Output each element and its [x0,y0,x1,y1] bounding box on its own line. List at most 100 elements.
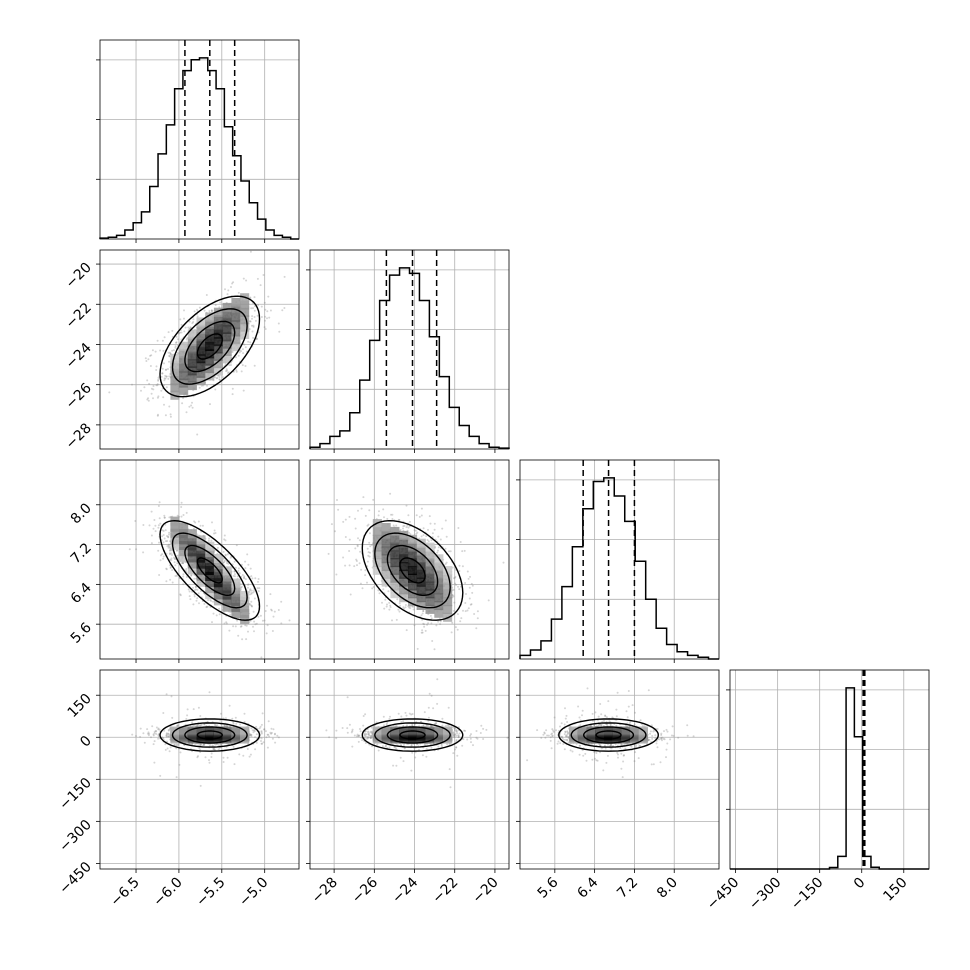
sample-point [142,551,145,554]
sample-point [280,600,283,603]
sample-point [455,746,458,749]
sample-point [278,330,281,333]
sample-point [232,722,235,725]
sample-point [366,581,368,584]
sample-point [162,555,165,558]
sample-point [159,349,162,352]
sample-point [182,573,185,576]
density-cell [408,597,418,607]
density-cell [222,596,232,606]
sample-point [200,384,203,387]
sample-point [139,727,142,730]
density-cell [390,526,400,536]
sample-point [150,510,153,513]
density-cell [187,329,197,339]
density-cell [443,573,453,583]
sample-point [207,539,210,542]
sample-point [384,598,387,601]
density-cell [240,307,250,317]
sample-point [196,724,199,727]
sample-point [162,534,165,536]
sample-point [366,547,369,550]
sample-point [249,320,251,323]
sample-point [178,763,181,766]
sample-point [408,531,411,534]
y-tick-label: 6.4 [68,580,95,607]
sample-point [470,603,473,606]
sample-point [427,528,429,531]
sample-point [204,756,207,759]
sample-point [225,621,228,624]
sample-point [360,507,363,510]
sample-point [177,554,180,557]
sample-point [165,368,168,371]
sample-point [444,547,447,550]
sample-point [396,598,399,601]
sample-point [468,586,471,589]
sample-point [208,744,211,747]
sample-point [223,534,226,537]
sample-point [168,375,171,378]
sample-point [213,748,216,751]
sample-point [175,747,178,750]
sample-point [190,404,193,407]
sample-point [436,551,439,554]
sample-point [430,694,433,697]
contour-level-2 [184,320,236,373]
sample-point [229,613,232,616]
sample-point [208,759,210,762]
sample-point [169,553,171,556]
sample-point [167,732,170,735]
sample-point [236,619,239,622]
sample-point [171,581,174,584]
density-cell [179,363,189,373]
sample-point [153,732,156,735]
sample-point [199,743,202,746]
sample-point [177,332,180,335]
sample-point [398,602,401,605]
sample-point [187,326,190,329]
sample-point [260,305,263,308]
sample-point [254,748,257,751]
sample-point [447,706,450,709]
sample-point [148,732,151,735]
sample-point [218,378,221,381]
sample-point [389,606,392,609]
y-tick-label: 150 [65,691,95,721]
sample-point [427,622,430,625]
density-cell [196,376,206,386]
sample-point [228,364,231,367]
sample-point [435,624,438,627]
sample-point [165,693,168,696]
sample-point [216,377,219,379]
sample-point [238,351,241,354]
density-cell [222,310,232,320]
sample-point [161,529,164,532]
sample-point [257,615,260,618]
sample-point [134,520,137,522]
sample-point [214,376,216,379]
sample-point [147,397,150,400]
sample-point [238,753,241,756]
sample-point [244,567,247,570]
x-tick-label: −5.5 [193,875,228,910]
sample-point [168,516,171,519]
density-cell [443,589,453,599]
sample-point [146,728,149,731]
x-tick-label: −6.0 [150,875,185,910]
sample-point [213,529,216,532]
sample-point [225,368,228,371]
sample-point [157,734,160,737]
sample-point [368,532,371,535]
density-cell [205,341,215,351]
sample-point [169,578,172,581]
sample-point [190,574,193,577]
density-cell [205,349,215,359]
sample-point [260,737,263,740]
density-cell [240,329,250,339]
sample-point [341,727,344,729]
sample-point [207,599,210,602]
sample-point [212,748,215,751]
sample-point [420,514,423,517]
sample-point [171,716,174,719]
